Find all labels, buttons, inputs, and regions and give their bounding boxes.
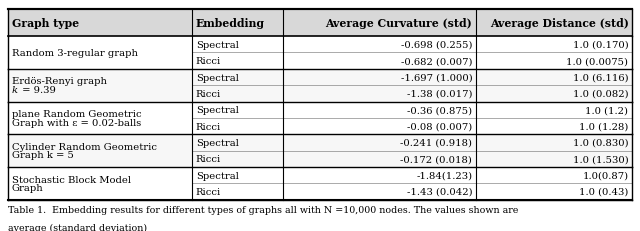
- Text: k: k: [12, 85, 17, 94]
- Text: 1.0 (0.082): 1.0 (0.082): [573, 89, 628, 98]
- Text: Average Distance (std): Average Distance (std): [490, 18, 628, 29]
- Bar: [8, 10, 632, 37]
- Text: Spectral: Spectral: [196, 41, 239, 50]
- Text: average (standard deviation): average (standard deviation): [8, 223, 147, 231]
- Text: Spectral: Spectral: [196, 171, 239, 180]
- Text: Ricci: Ricci: [196, 89, 221, 98]
- Text: Cylinder Random Geometric: Cylinder Random Geometric: [12, 142, 157, 151]
- Text: Average Curvature (std): Average Curvature (std): [326, 18, 472, 29]
- Text: Embedding: Embedding: [196, 18, 265, 29]
- Text: = 9.39: = 9.39: [19, 85, 56, 94]
- Text: plane Random Geometric: plane Random Geometric: [12, 110, 141, 119]
- Text: -1.84(1.23): -1.84(1.23): [416, 171, 472, 180]
- Text: -0.36 (0.875): -0.36 (0.875): [407, 106, 472, 115]
- Text: Spectral: Spectral: [196, 73, 239, 82]
- Text: -1.697 (1.000): -1.697 (1.000): [401, 73, 472, 82]
- Text: 1.0 (0.0075): 1.0 (0.0075): [566, 57, 628, 66]
- Bar: [8, 102, 632, 135]
- Text: Ricci: Ricci: [196, 155, 221, 164]
- Text: 1.0 (0.43): 1.0 (0.43): [579, 187, 628, 196]
- Bar: [8, 167, 632, 200]
- Text: Ricci: Ricci: [196, 187, 221, 196]
- Text: Random 3-regular graph: Random 3-regular graph: [12, 49, 138, 58]
- Text: Graph type: Graph type: [12, 18, 79, 29]
- Text: 1.0 (0.170): 1.0 (0.170): [573, 41, 628, 50]
- Text: -0.172 (0.018): -0.172 (0.018): [401, 155, 472, 164]
- Text: Erdös-Renyi graph: Erdös-Renyi graph: [12, 77, 106, 86]
- Text: -0.08 (0.007): -0.08 (0.007): [407, 122, 472, 131]
- Text: Stochastic Block Model: Stochastic Block Model: [12, 175, 131, 184]
- Text: -1.38 (0.017): -1.38 (0.017): [407, 89, 472, 98]
- Bar: [8, 37, 632, 70]
- Text: Spectral: Spectral: [196, 106, 239, 115]
- Text: Graph: Graph: [12, 183, 44, 192]
- Text: 1.0 (1.530): 1.0 (1.530): [573, 155, 628, 164]
- Text: -0.698 (0.255): -0.698 (0.255): [401, 41, 472, 50]
- Text: 1.0 (1.28): 1.0 (1.28): [579, 122, 628, 131]
- Text: 1.0 (0.830): 1.0 (0.830): [573, 138, 628, 147]
- Text: Spectral: Spectral: [196, 138, 239, 147]
- Text: -0.241 (0.918): -0.241 (0.918): [401, 138, 472, 147]
- Text: Graph k = 5: Graph k = 5: [12, 151, 74, 160]
- Text: -1.43 (0.042): -1.43 (0.042): [406, 187, 472, 196]
- Text: Ricci: Ricci: [196, 57, 221, 66]
- Bar: [8, 70, 632, 102]
- Bar: [8, 135, 632, 167]
- Text: 1.0(0.87): 1.0(0.87): [582, 171, 628, 180]
- Text: 1.0 (1.2): 1.0 (1.2): [586, 106, 628, 115]
- Text: Ricci: Ricci: [196, 122, 221, 131]
- Text: Graph with ε = 0.02-balls: Graph with ε = 0.02-balls: [12, 118, 141, 127]
- Text: -0.682 (0.007): -0.682 (0.007): [401, 57, 472, 66]
- Text: 1.0 (6.116): 1.0 (6.116): [573, 73, 628, 82]
- Text: Table 1.  Embedding results for different types of graphs all with N =10,000 nod: Table 1. Embedding results for different…: [8, 206, 518, 215]
